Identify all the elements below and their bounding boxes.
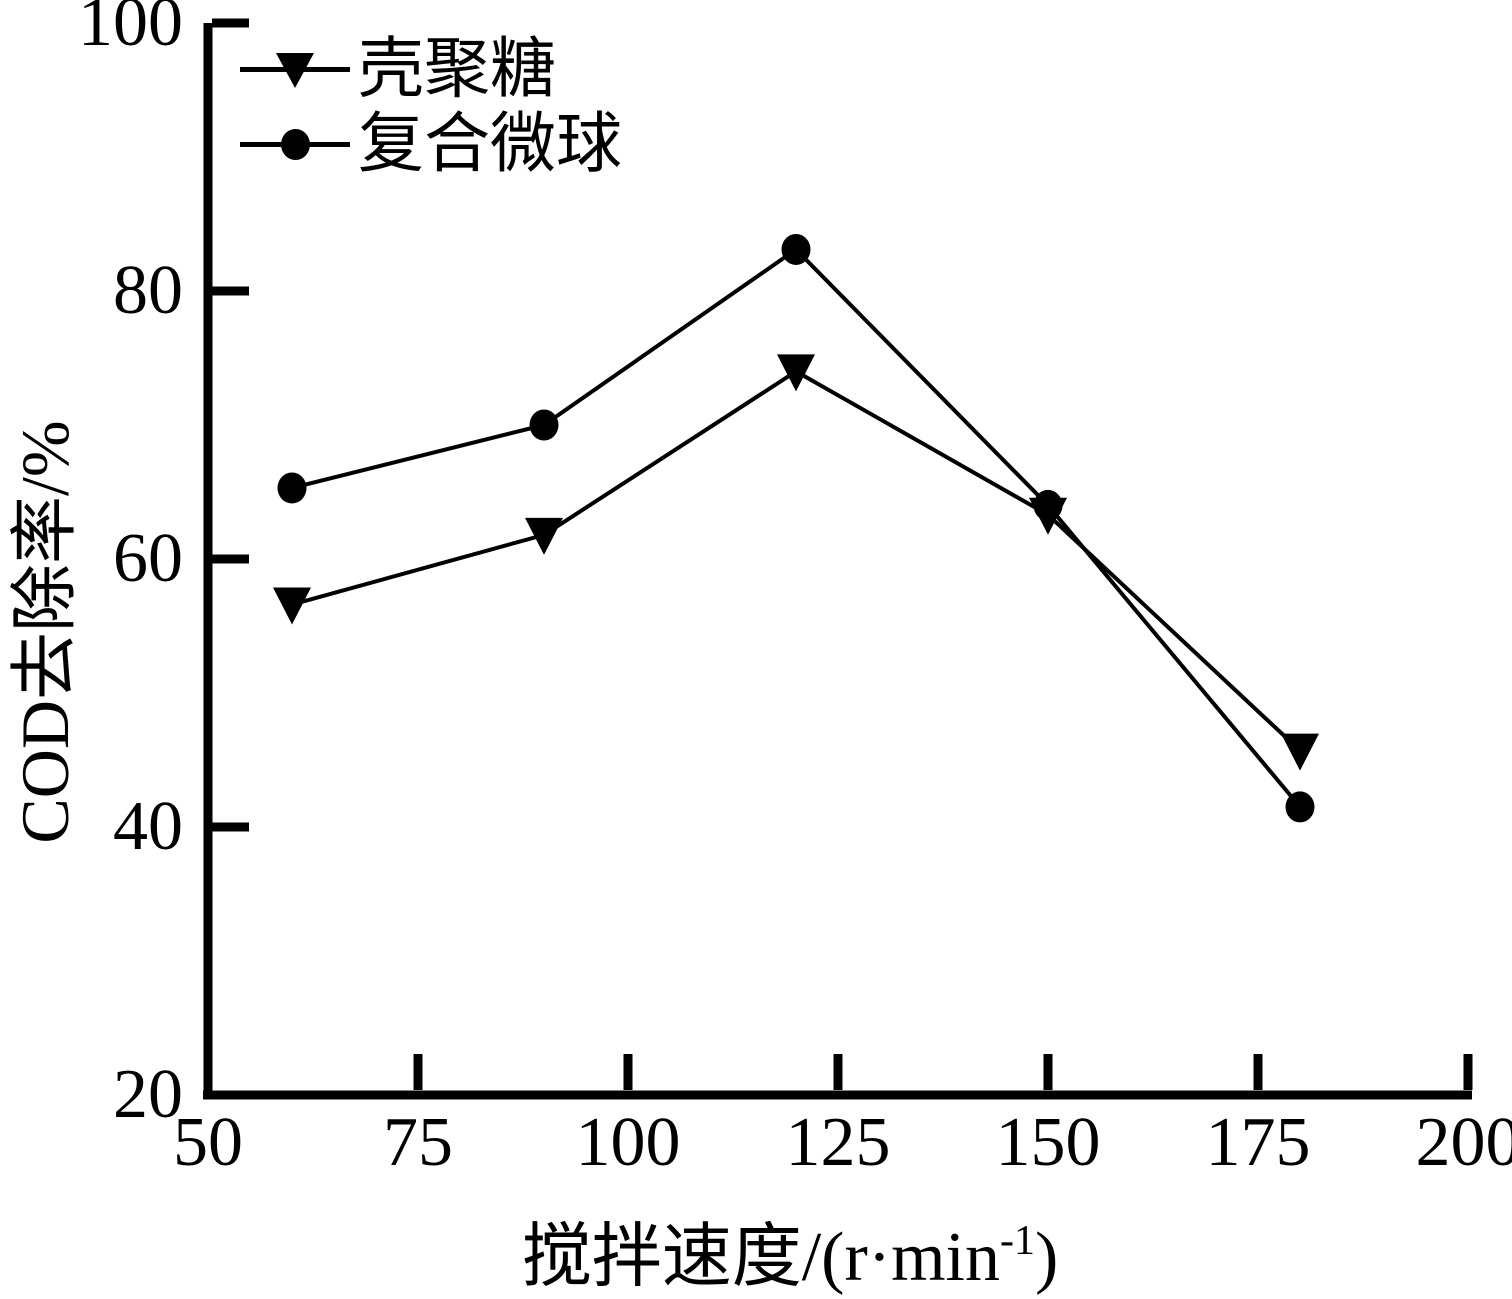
y-tick-label: 100: [78, 0, 183, 61]
series-line-0: [291, 369, 1302, 753]
y-tick-label: 60: [113, 520, 183, 597]
x-tick-label: 75: [383, 1104, 453, 1181]
x-tick-label: 200: [1415, 1104, 1512, 1181]
legend: 壳聚糖 复合微球: [240, 32, 622, 182]
x-axis-title-close: ): [1034, 1219, 1059, 1296]
x-tick-label: 100: [575, 1104, 681, 1181]
legend-label: 复合微球: [358, 108, 622, 181]
legend-label: 壳聚糖: [358, 33, 556, 106]
x-tick-label: 125: [785, 1104, 891, 1181]
y-tick-label: 80: [113, 252, 183, 329]
y-tick-label: 40: [113, 788, 183, 865]
legend-item-composite-microsphere: 复合微球: [240, 107, 622, 182]
data-point-triangle: [525, 517, 563, 555]
x-tick-label: 175: [1205, 1104, 1311, 1181]
legend-sample: [240, 48, 350, 92]
data-point-circle: [277, 472, 307, 504]
x-axis-title: 搅拌速度/(r·min-1): [440, 1196, 1140, 1296]
x-tick-label: 150: [995, 1104, 1101, 1181]
series-line-1: [291, 246, 1302, 809]
data-point-circle: [1033, 489, 1063, 521]
legend-sample: [240, 123, 350, 167]
x-axis-title-superscript: -1: [999, 1218, 1035, 1264]
x-axis-title-text: 搅拌速度/(r·min: [521, 1219, 1000, 1296]
circle-marker-icon: [280, 129, 310, 160]
legend-item-chitosan: 壳聚糖: [240, 32, 622, 107]
y-tick-label: 20: [113, 1056, 183, 1133]
y-axis-title: COD去除率/%: [7, 420, 83, 844]
data-point-circle: [1285, 791, 1315, 823]
data-point-circle: [781, 233, 811, 265]
data-point-circle: [529, 409, 559, 441]
data-point-triangle: [777, 354, 815, 392]
x-tick-label: 50: [173, 1104, 243, 1181]
data-point-triangle: [273, 587, 311, 625]
data-point-triangle: [1281, 733, 1319, 771]
triangle-down-marker-icon: [276, 52, 314, 88]
